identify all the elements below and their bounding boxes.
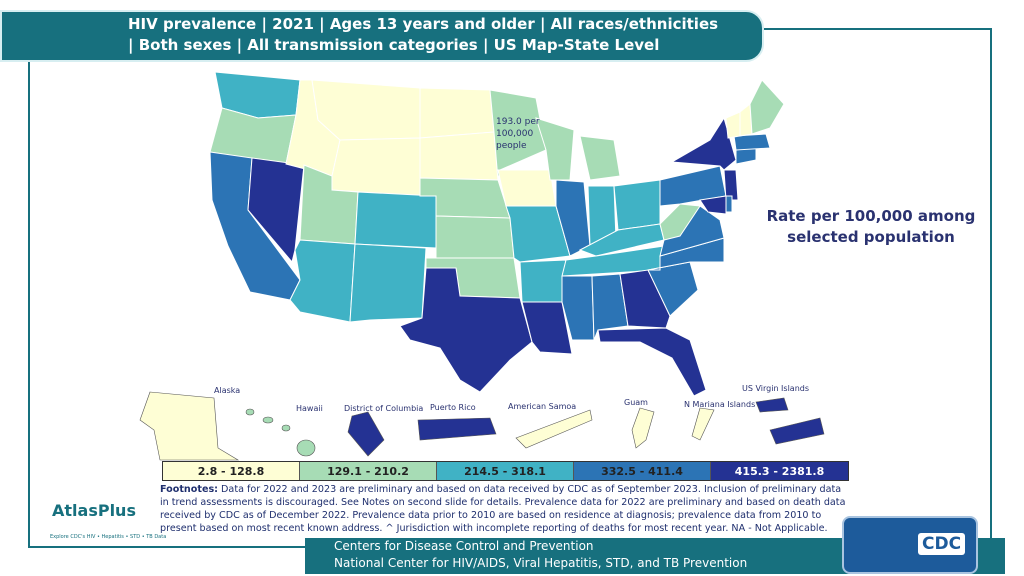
footer-line-2: National Center for HIV/AIDS, Viral Hepa… [334, 556, 748, 570]
label-usvi: US Virgin Islands [742, 384, 810, 393]
page-title: HIV prevalence | 2021 | Ages 13 years an… [128, 14, 748, 56]
state-louisiana[interactable] [521, 301, 573, 355]
state-new-jersey[interactable] [723, 169, 739, 201]
map-annotation: 193.0 per 100,000 people [496, 116, 540, 152]
usvi-shape-2[interactable] [769, 417, 825, 445]
annotation-line-1: 193.0 per [496, 117, 540, 127]
footer-line-1: Centers for Disease Control and Preventi… [334, 539, 594, 553]
state-maryland[interactable] [699, 195, 727, 215]
state-north-dakota[interactable] [419, 87, 495, 139]
legend-bin-5: 415.3 - 2381.8 [711, 462, 848, 480]
state-massachusetts[interactable] [733, 133, 771, 151]
label-dc: District of Columbia [344, 404, 424, 413]
state-vermont[interactable] [725, 111, 741, 139]
state-delaware[interactable] [725, 195, 733, 213]
state-georgia[interactable] [619, 269, 671, 329]
legend-bin-2: 129.1 - 210.2 [300, 462, 437, 480]
legend: 2.8 - 128.8 129.1 - 210.2 214.5 - 318.1 … [162, 461, 849, 481]
title-line-2: | Both sexes | All transmission categori… [128, 36, 660, 54]
footnote-text: Data for 2022 and 2023 are preliminary a… [160, 484, 846, 534]
footnote-label: Footnotes: [160, 484, 218, 495]
usvi-shape-1[interactable] [755, 397, 789, 413]
puerto-rico-shape[interactable] [417, 417, 497, 441]
atlasplus-logo-subtext: Explore CDC's HIV • Hepatitis • STD • TB… [50, 534, 167, 540]
label-n-mariana: N Mariana Islands [684, 400, 756, 409]
state-illinois[interactable] [555, 179, 591, 257]
n-mariana-shape[interactable] [691, 407, 715, 441]
state-south-dakota[interactable] [419, 131, 499, 181]
label-puerto-rico: Puerto Rico [430, 403, 476, 412]
state-alaska[interactable] [139, 391, 240, 461]
title-line-1: HIV prevalence | 2021 | Ages 13 years an… [128, 15, 719, 33]
state-texas[interactable] [399, 267, 533, 393]
label-hawaii: Hawaii [296, 404, 323, 413]
state-mississippi[interactable] [561, 275, 595, 341]
state-arkansas[interactable] [519, 259, 567, 303]
state-west-virginia[interactable] [659, 203, 701, 241]
state-kansas[interactable] [435, 215, 515, 259]
legend-bin-4: 332.5 - 411.4 [574, 462, 711, 480]
state-wyoming[interactable] [331, 137, 421, 197]
state-alabama[interactable] [591, 273, 629, 341]
state-new-mexico[interactable] [349, 243, 427, 323]
rate-title: Rate per 100,000 among selected populati… [756, 206, 986, 248]
rate-title-line-1: Rate per 100,000 among [766, 207, 976, 225]
state-iowa[interactable] [497, 169, 557, 207]
state-maine[interactable] [749, 79, 785, 135]
title-banner [0, 10, 764, 62]
state-ohio[interactable] [613, 179, 661, 231]
footnotes: Footnotes: Data for 2022 and 2023 are pr… [160, 483, 850, 535]
label-alaska: Alaska [214, 386, 241, 395]
state-hawaii[interactable] [245, 408, 316, 457]
atlasplus-logo-text: AtlasPlus [52, 501, 136, 520]
cdc-logo-text: CDC [918, 533, 966, 555]
label-guam: Guam [624, 398, 648, 407]
annotation-line-3: people [496, 141, 527, 151]
legend-bin-3: 214.5 - 318.1 [437, 462, 574, 480]
dc-shape[interactable] [347, 411, 385, 457]
state-florida[interactable] [597, 327, 707, 397]
guam-shape[interactable] [631, 407, 655, 449]
american-samoa-shape[interactable] [515, 409, 593, 449]
legend-bin-1: 2.8 - 128.8 [163, 462, 300, 480]
label-american-samoa: American Samoa [508, 402, 577, 411]
state-michigan[interactable] [579, 135, 621, 181]
rate-title-line-2: selected population [787, 228, 955, 246]
state-colorado[interactable] [354, 191, 437, 249]
annotation-line-2: 100,000 [496, 129, 534, 139]
state-arizona[interactable] [289, 239, 356, 323]
